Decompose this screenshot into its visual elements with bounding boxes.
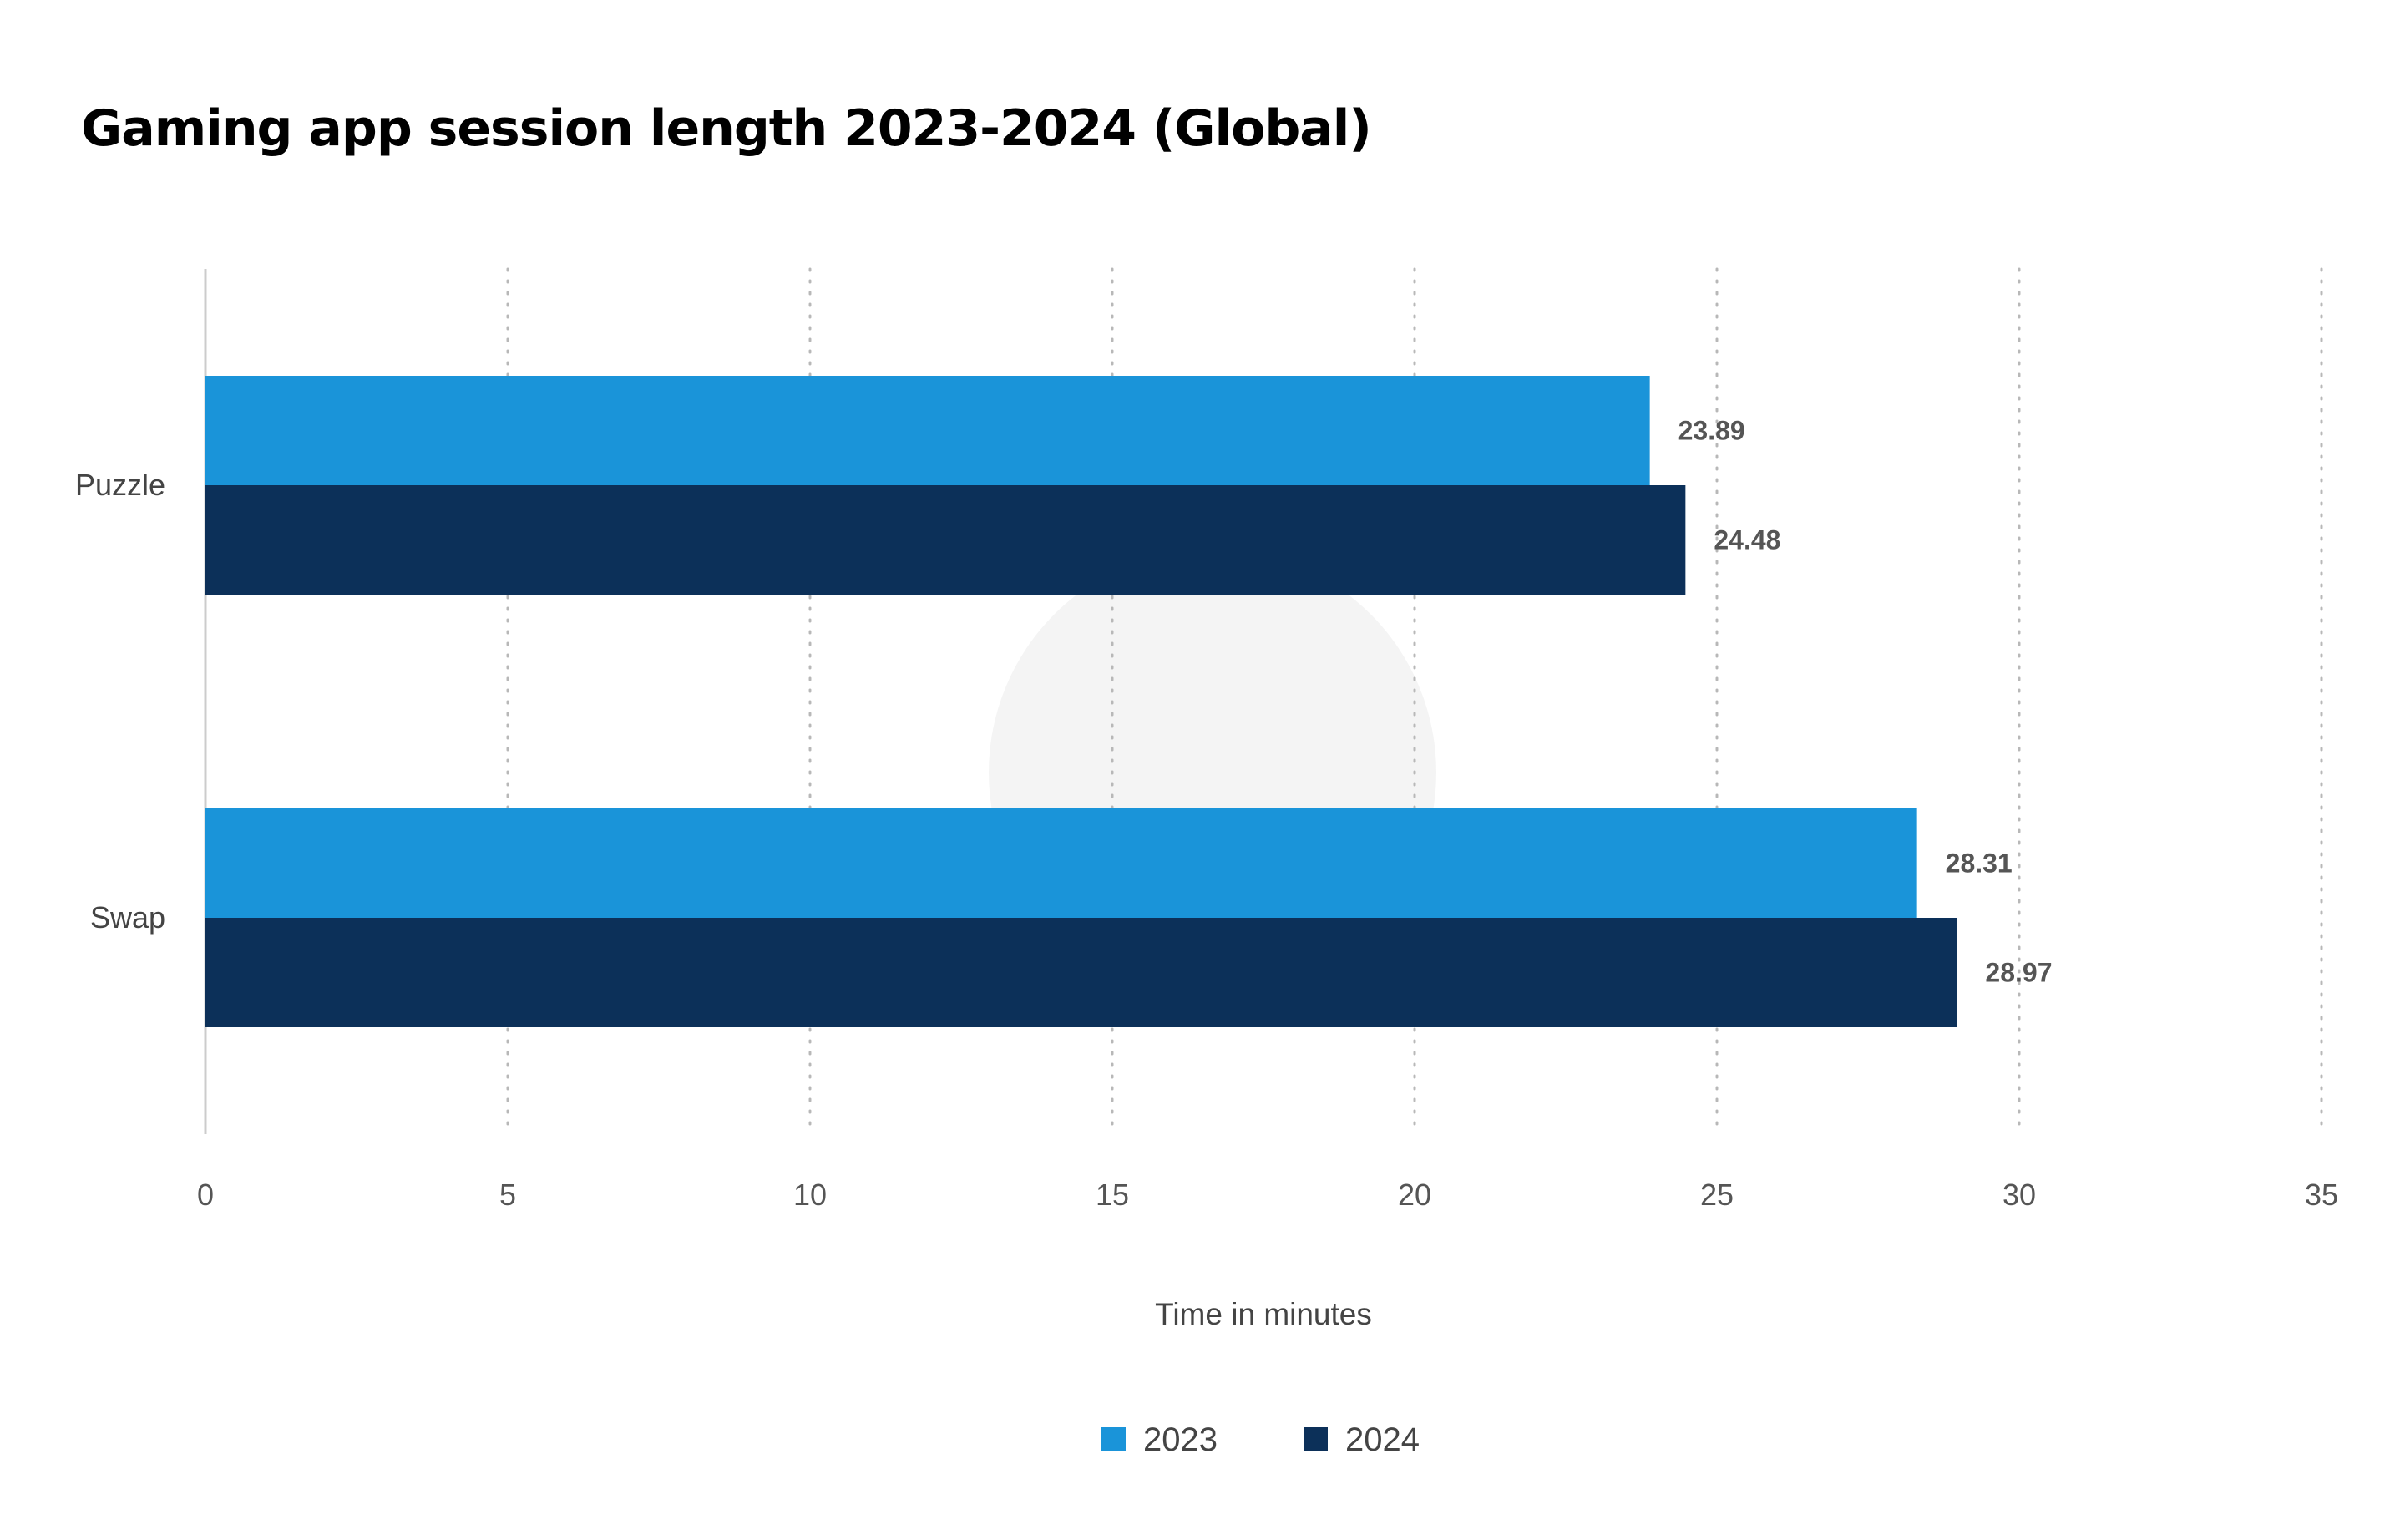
data-labels: 23.89 24.48 28.31 28.97 <box>1678 416 2053 988</box>
legend-swatch <box>1101 1427 1126 1451</box>
data-label: 28.31 <box>1946 849 2013 879</box>
legend: 2023 2024 <box>1101 1421 1420 1458</box>
data-label: 23.89 <box>1678 416 1745 446</box>
legend-swatch <box>1304 1427 1328 1451</box>
category-labels: Puzzle Swap <box>75 468 165 935</box>
data-label: 24.48 <box>1714 525 1780 555</box>
bar <box>205 808 1917 918</box>
bar <box>205 376 1650 485</box>
bars <box>205 376 1957 1027</box>
legend-label: 2023 <box>1143 1421 1218 1458</box>
x-tick-label: 20 <box>1398 1178 1431 1212</box>
category-label: Puzzle <box>75 468 165 502</box>
x-tick-label: 5 <box>499 1178 516 1212</box>
x-tick-label: 15 <box>1096 1178 1129 1212</box>
x-tick-label: 0 <box>197 1178 214 1212</box>
category-label: Swap <box>90 900 165 935</box>
x-tick-label: 10 <box>793 1178 827 1212</box>
x-tick-label: 25 <box>1700 1178 1734 1212</box>
chart-title: Gaming app session length 2023-2024 (Glo… <box>81 99 1371 158</box>
bar <box>205 918 1957 1027</box>
x-axis-title: Time in minutes <box>1155 1297 1372 1331</box>
data-label: 28.97 <box>1985 958 2052 988</box>
grid <box>506 267 2323 1136</box>
x-tick-label: 30 <box>2002 1178 2036 1212</box>
legend-label: 2024 <box>1345 1421 1420 1458</box>
bar <box>205 485 1686 595</box>
x-tick-labels: 0 5 10 15 20 25 30 35 <box>197 1178 2338 1212</box>
x-tick-label: 35 <box>2305 1178 2338 1212</box>
